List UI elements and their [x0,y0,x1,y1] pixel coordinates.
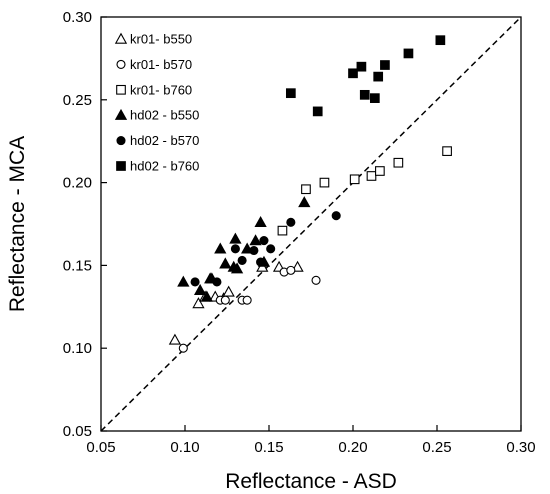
data-point [266,244,276,254]
data-point [373,71,384,82]
y-tick-label: 0.10 [63,340,92,357]
one-to-one-line [100,16,522,432]
data-point [229,232,242,244]
x-tick-label: 0.15 [254,439,283,456]
x-tick-label: 0.30 [506,439,535,456]
y-tick-label: 0.30 [63,9,92,26]
series-1 [178,265,321,353]
data-point [256,257,266,267]
data-point [348,68,358,79]
data-point [312,106,323,117]
data-point [331,211,341,221]
legend-label: kr01- b760 [130,82,192,97]
data-point [200,290,213,302]
data-point [220,295,230,305]
data-point [435,35,446,46]
series-4 [190,211,341,287]
data-point [214,242,227,254]
legend: kr01- b550 kr01- b570 kr01- b760 hd02 - b55… [114,32,199,174]
data-point [375,166,385,176]
data-point [249,234,262,246]
legend-label: kr01- b570 [130,57,192,72]
data-point [403,48,414,59]
x-tick-label: 0.05 [86,439,115,456]
data-point [380,60,390,70]
legend-item: kr01- b550 [114,32,192,47]
data-point [237,255,247,265]
data-point [254,216,267,228]
legend-marker [116,59,126,69]
legend-item: kr01- b760 [116,82,192,97]
x-tick-label: 0.20 [338,439,367,456]
y-tick-label: 0.25 [63,92,92,109]
series-2 [277,146,452,236]
legend-item: hd02 - b570 [116,133,199,148]
data-point [277,225,288,236]
series-5 [285,35,446,117]
data-point [311,275,321,285]
data-point [319,177,330,188]
x-tick-label: 0.25 [422,439,451,456]
data-point [219,257,232,269]
data-point [249,245,259,256]
legend-marker [116,136,126,146]
legend-item: kr01- b570 [116,57,192,72]
data-point [212,277,222,287]
legend-marker [114,32,128,44]
legend-marker [114,108,128,120]
data-point [192,297,205,309]
legend-item: hd02 - b550 [114,108,199,123]
data-point [285,88,296,99]
y-tick-label: 0.15 [63,257,92,274]
data-point [193,283,207,295]
data-point [442,146,452,156]
data-point [178,343,188,353]
legend-marker [116,161,126,171]
data-point [230,262,244,274]
data-point [349,174,360,185]
y-tick-label: 0.20 [63,175,92,192]
legend-label: hd02 - b570 [130,133,199,148]
data-point [242,295,252,305]
plot-border [100,16,522,432]
data-point [359,89,370,100]
data-point [301,184,311,195]
plot-frame [100,16,522,432]
legend-label: hd02 - b550 [130,108,199,123]
data-point [298,196,311,208]
legend-item: hd02 - b760 [116,159,199,174]
data-point [356,61,367,72]
data-point [366,171,377,181]
x-axis-ticks: 0.05 0.10 0.15 0.20 0.25 0.30 [86,425,536,456]
data-points [168,35,452,353]
data-point [168,333,182,345]
data-point [222,285,235,297]
data-point [190,277,200,287]
data-point [230,244,240,254]
data-point [259,236,269,246]
legend-marker [116,84,126,95]
data-point [369,93,380,103]
data-point [177,275,190,287]
x-tick-label: 0.10 [170,439,199,456]
data-point [286,265,296,275]
reference-line-layer [100,16,522,432]
y-tick-label: 0.05 [63,423,92,440]
legend-label: kr01- b550 [130,32,192,47]
x-axis-title: Reflectance - ASD [225,470,397,493]
y-axis-ticks: 0.05 0.10 0.15 0.20 0.25 0.30 [63,9,107,440]
data-point [286,217,296,227]
data-point [393,157,404,168]
y-axis-title: Reflectance - MCA [6,136,29,312]
legend-label: hd02 - b760 [130,159,199,174]
